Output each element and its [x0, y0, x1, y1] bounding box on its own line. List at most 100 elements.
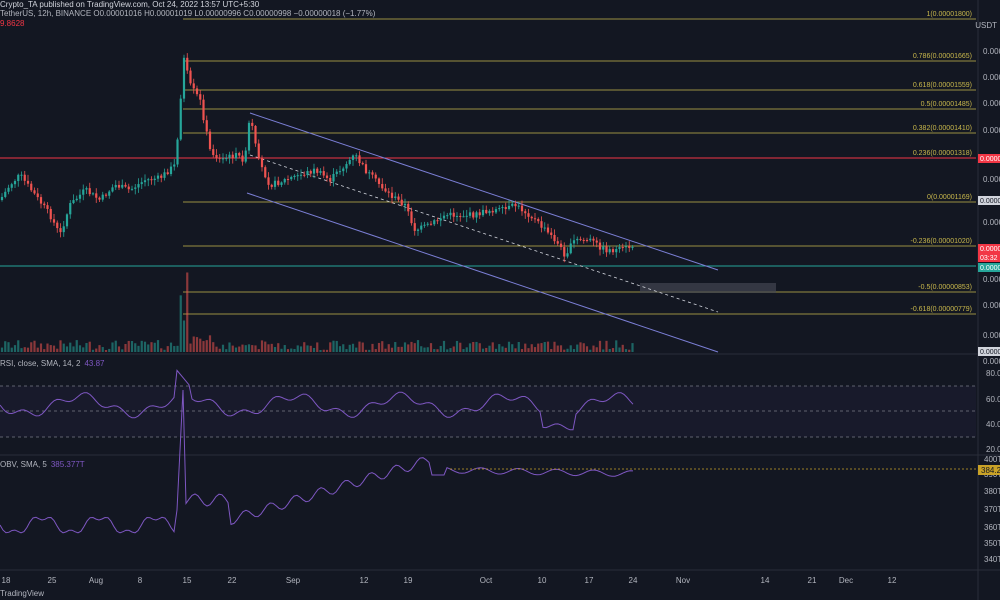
candle-body — [335, 171, 338, 175]
price-badge-bg — [978, 196, 1000, 205]
volume-bar — [556, 345, 559, 352]
x-axis-tick: 22 — [228, 576, 237, 585]
volume-bar — [595, 347, 598, 352]
currency-label: USDT — [975, 21, 997, 30]
candle-body — [52, 219, 56, 223]
obv-axis-label: 340T — [984, 555, 1000, 564]
volume-bar — [433, 349, 436, 352]
candle-body — [355, 155, 358, 157]
volume-bar — [114, 340, 117, 352]
volume-bar — [426, 347, 429, 352]
candle-body — [403, 203, 407, 206]
rsi-axis-label: 20.00 — [986, 445, 1000, 454]
volume-bar — [504, 347, 507, 352]
volume-bar — [260, 340, 264, 352]
volume-bar — [205, 340, 208, 352]
volume-bar — [91, 349, 95, 352]
x-axis-tick: 14 — [761, 576, 770, 585]
candle-body — [231, 154, 234, 159]
fib-label: 0.236(0.00001318) — [913, 150, 972, 157]
volume-bar — [264, 341, 267, 352]
volume-bar — [163, 349, 166, 352]
volume-bar — [4, 341, 7, 352]
candle-body — [228, 154, 231, 159]
candle-body — [20, 174, 23, 176]
volume-bar — [605, 340, 608, 352]
price-badge-bg — [978, 347, 1000, 356]
volume-bar — [277, 343, 280, 352]
candle-body — [397, 196, 400, 200]
candle-body — [13, 181, 17, 185]
volume-bar — [316, 342, 319, 352]
candle-body — [208, 131, 212, 150]
candle-body — [446, 215, 449, 217]
volume-bar — [397, 346, 400, 352]
volume-bar — [468, 343, 472, 352]
candle-body — [608, 249, 611, 253]
publish-line: Crypto_TA published on TradingView.com, … — [0, 0, 260, 9]
candle-body — [572, 240, 576, 244]
candle-body — [368, 172, 371, 174]
volume-bar — [332, 340, 335, 352]
price-axis-label: 0.0000 — [983, 175, 1000, 184]
candle-body — [533, 218, 537, 220]
volume-bar — [267, 344, 270, 352]
volume-bar — [628, 349, 631, 352]
price-badge: 0.0000 — [980, 198, 1000, 205]
candle-body — [465, 215, 468, 217]
candle-body — [23, 174, 26, 181]
rsi-label[interactable]: RSI, close, SMA, 14, 2 43.87 — [0, 359, 105, 368]
candle-body — [475, 212, 478, 218]
candle-body — [104, 194, 108, 196]
obv-label[interactable]: OBV, SMA, 5 385.377T — [0, 460, 85, 469]
volume-bar — [533, 347, 537, 352]
fib-label: -0.5(0.00000853) — [918, 284, 972, 291]
price-badge: 0.0000 — [980, 265, 1000, 272]
volume-bar — [329, 342, 332, 352]
x-axis-tick: Oct — [480, 576, 493, 585]
volume-bar — [615, 340, 618, 352]
candle-body — [26, 180, 30, 184]
candle-body — [527, 213, 530, 217]
candle-body — [39, 197, 43, 204]
x-axis-tick: 21 — [808, 576, 817, 585]
candle-body — [624, 246, 628, 248]
candle-body — [472, 212, 475, 218]
volume-bar — [569, 345, 572, 352]
volume-bar — [429, 343, 433, 352]
volume-bar — [98, 345, 101, 352]
candle-body — [485, 209, 488, 214]
volume-bar — [371, 343, 374, 352]
volume-bar — [631, 343, 634, 352]
candle-body — [381, 183, 384, 189]
candle-body — [163, 172, 166, 178]
volume-bar — [244, 345, 247, 352]
candle-body — [377, 178, 381, 184]
candle-body — [238, 153, 241, 156]
x-axis-tick: 18 — [2, 576, 11, 585]
volume-bar — [413, 343, 416, 352]
candle-body — [384, 188, 387, 192]
volume-bar — [189, 343, 192, 352]
volume-bar — [335, 340, 338, 352]
candle-body — [111, 187, 114, 192]
volume-bar — [30, 342, 33, 352]
candle-body — [254, 125, 257, 144]
candle-body — [166, 172, 169, 175]
volume-bar — [257, 349, 260, 352]
candle-body — [283, 179, 286, 183]
volume-bar — [546, 341, 550, 352]
candle-body — [387, 191, 390, 193]
candle-body — [270, 184, 273, 187]
volume-bar — [137, 345, 140, 352]
volume-bar — [238, 346, 241, 352]
volume-bar — [475, 341, 478, 352]
candle-body — [546, 227, 550, 233]
volume-bar — [462, 349, 465, 352]
x-axis-tick: 19 — [404, 576, 413, 585]
volume-bar — [273, 347, 277, 352]
volume-bar — [368, 349, 371, 352]
volume-bar — [524, 343, 527, 352]
candle-body — [182, 57, 186, 99]
